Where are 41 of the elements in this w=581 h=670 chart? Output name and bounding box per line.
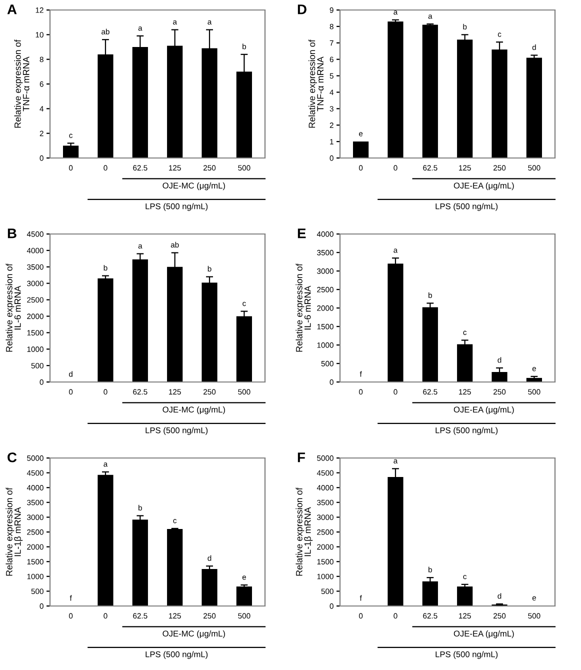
bar — [422, 307, 438, 382]
text: OJE-EA (μg/mL) — [454, 182, 514, 190]
bar — [98, 278, 114, 382]
bar — [236, 586, 252, 606]
y-axis-title: Relative expression of TNF-α mRNA — [308, 40, 324, 128]
text: LPS (500 ng/mL) — [146, 203, 208, 211]
y-axis-title: Relative expression of IL-1β mRNA — [296, 488, 313, 576]
text: LPS (500 ng/mL) — [436, 427, 498, 435]
text: OJE-MC (μg/mL) — [162, 406, 225, 414]
bar — [132, 520, 148, 606]
text: LPS (500 ng/mL) — [436, 203, 498, 211]
chart-title: E — [298, 228, 306, 238]
bar — [457, 586, 473, 606]
chart-title: C — [8, 452, 17, 462]
bar — [526, 58, 542, 158]
bar — [202, 569, 218, 606]
chart-title: D — [298, 4, 306, 14]
text: OJE-EA (μg/mL) — [454, 406, 514, 414]
y-axis-title: Relative expression of IL-1β mRNA — [6, 488, 23, 576]
bar — [167, 529, 183, 606]
text: OJE-MC (μg/mL) — [162, 182, 225, 190]
bar — [457, 344, 473, 382]
bar — [353, 142, 369, 158]
bar — [236, 316, 252, 382]
bar — [492, 372, 508, 382]
text: LPS (500 ng/mL) — [146, 427, 208, 435]
bar — [388, 22, 404, 158]
chart-title: A — [7, 4, 17, 14]
text: OJE-MC (μg/mL) — [162, 630, 225, 638]
bar — [422, 24, 438, 158]
y-axis-title: Relative expression of TNF-α mRNA — [14, 40, 30, 128]
y-axis-title: Relative expression of IL-6 mRNA — [296, 264, 311, 352]
bar — [98, 474, 114, 606]
chart-title: F — [298, 452, 305, 462]
bar — [422, 581, 438, 606]
bar — [63, 146, 79, 158]
chart-title: B — [8, 228, 16, 238]
text: LPS (500 ng/mL) — [146, 651, 208, 659]
y-axis-title: Relative expression of IL-6 mRNA — [6, 264, 21, 352]
text: OJE-EA (μg/mL) — [454, 630, 514, 638]
text: LPS (500 ng/mL) — [436, 651, 498, 659]
